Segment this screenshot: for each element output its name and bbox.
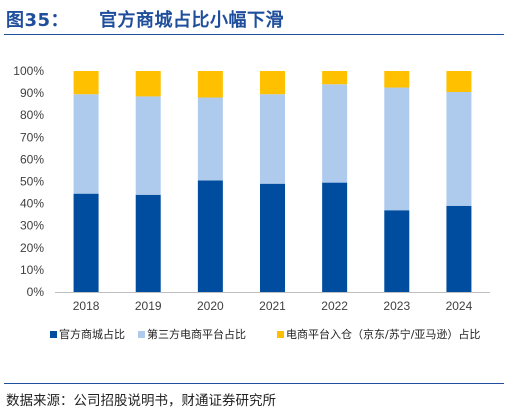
legend-label: 官方商城占比 xyxy=(59,327,125,341)
x-tick-label: 2021 xyxy=(259,299,286,313)
title-divider xyxy=(4,34,504,35)
bar-segment-series-2 xyxy=(322,84,348,183)
legend-swatch-series-3 xyxy=(277,331,284,338)
x-tick-label: 2022 xyxy=(321,299,348,313)
y-tick-label: 40% xyxy=(20,197,44,211)
legend-label: 第三方电商平台占比 xyxy=(147,327,246,341)
bar-segment-series-1 xyxy=(73,193,99,292)
figure-number: 图35： xyxy=(6,10,70,31)
x-tick-label: 2023 xyxy=(383,299,410,313)
bar-segment-series-1 xyxy=(260,183,285,292)
legend-swatch-series-1 xyxy=(50,331,57,338)
bar-segment-series-2 xyxy=(135,96,161,195)
x-tick-label: 2024 xyxy=(446,299,473,313)
bar-segment-series-2 xyxy=(446,91,472,206)
bar-segment-series-1 xyxy=(322,182,348,292)
y-tick-label: 60% xyxy=(20,152,44,166)
bar-segment-series-1 xyxy=(135,194,161,292)
bar-segment-series-3 xyxy=(322,71,348,85)
bar-segment-series-1 xyxy=(384,210,410,292)
x-tick-label: 2018 xyxy=(73,299,100,313)
x-tick-label: 2019 xyxy=(135,299,162,313)
bar-segment-series-3 xyxy=(73,71,99,95)
y-tick-label: 70% xyxy=(20,130,44,144)
bar-segment-series-2 xyxy=(197,97,223,181)
bar-segment-series-3 xyxy=(135,71,161,97)
chart-title: 图35： 官方商城占比小幅下滑 xyxy=(6,6,284,32)
bar-segment-series-2 xyxy=(260,94,285,184)
y-tick-label: 80% xyxy=(20,108,44,122)
bar-segment-series-3 xyxy=(260,71,285,95)
bar-segment-series-3 xyxy=(446,71,472,92)
bar-segment-series-2 xyxy=(73,94,99,194)
y-tick-label: 20% xyxy=(20,241,44,255)
legend-swatch-series-2 xyxy=(138,331,145,338)
bar-segment-series-2 xyxy=(384,87,410,211)
x-tick-label: 2020 xyxy=(197,299,224,313)
stacked-bar-chart: 0% 10% 20% 30% 40% 50% 60% 70% 80% 90% 100% 2018 201… xyxy=(13,64,490,341)
y-tick-label: 90% xyxy=(20,86,44,100)
bar-segment-series-3 xyxy=(384,71,410,88)
source-divider xyxy=(4,383,504,384)
source-note: 数据来源：公司招股说明书，财通证券研究所 xyxy=(6,393,276,409)
legend-label: 电商平台入仓（京东/苏宁/亚马逊）占比 xyxy=(286,327,480,341)
y-tick-label: 50% xyxy=(20,175,44,189)
figure-title: 官方商城占比小幅下滑 xyxy=(99,10,285,31)
bar-segment-series-1 xyxy=(197,180,223,292)
bar-segment-series-1 xyxy=(446,205,472,292)
y-tick-label: 100% xyxy=(13,64,44,78)
y-tick-label: 30% xyxy=(20,219,44,233)
y-tick-label: 0% xyxy=(27,285,45,299)
y-tick-label: 10% xyxy=(20,263,44,277)
bar-segment-series-3 xyxy=(197,71,223,98)
